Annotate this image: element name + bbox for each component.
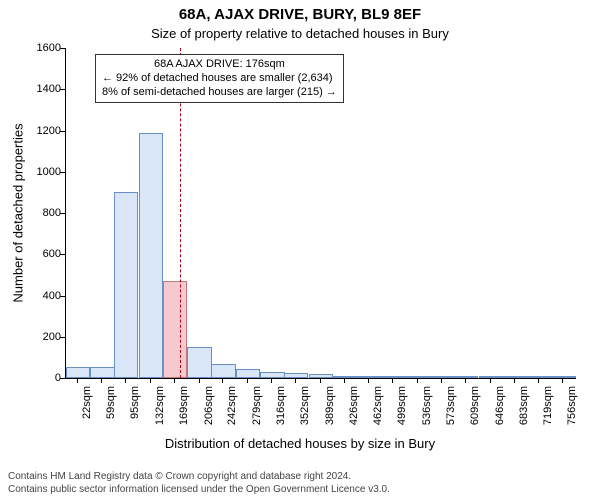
x-tick-label: 132sqm bbox=[154, 386, 166, 425]
x-axis-label: Distribution of detached houses by size … bbox=[0, 436, 600, 451]
x-tick-mark bbox=[199, 378, 200, 383]
x-tick-mark bbox=[222, 378, 223, 383]
x-tick-mark bbox=[490, 378, 491, 383]
y-tick-mark bbox=[60, 296, 65, 297]
x-tick-label: 316sqm bbox=[275, 386, 287, 425]
x-tick-label: 389sqm bbox=[324, 386, 336, 425]
x-tick-mark bbox=[368, 378, 369, 383]
x-tick-label: 426sqm bbox=[348, 386, 360, 425]
x-tick-label: 462sqm bbox=[372, 386, 384, 425]
x-tick-label: 22sqm bbox=[81, 386, 93, 419]
histogram-bar bbox=[66, 367, 90, 378]
y-tick-label: 1400 bbox=[37, 83, 61, 95]
y-tick-label: 1600 bbox=[37, 42, 61, 54]
histogram-bar bbox=[90, 367, 114, 378]
chart-title: 68A, AJAX DRIVE, BURY, BL9 8EF bbox=[0, 6, 600, 23]
footer-attribution: Contains HM Land Registry data © Crown c… bbox=[8, 470, 390, 496]
x-tick-mark bbox=[247, 378, 248, 383]
y-tick-label: 200 bbox=[43, 331, 61, 343]
x-tick-mark bbox=[392, 378, 393, 383]
x-tick-mark bbox=[538, 378, 539, 383]
y-axis-label: Number of detached properties bbox=[11, 123, 26, 302]
x-tick-label: 756sqm bbox=[566, 386, 578, 425]
x-tick-mark bbox=[174, 378, 175, 383]
histogram-bar bbox=[211, 364, 235, 378]
x-tick-mark bbox=[441, 378, 442, 383]
x-tick-label: 206sqm bbox=[203, 386, 215, 425]
x-tick-mark bbox=[150, 378, 151, 383]
y-tick-label: 1200 bbox=[37, 125, 61, 137]
footer-line-1: Contains HM Land Registry data © Crown c… bbox=[8, 470, 390, 483]
annotation-line: ← 92% of detached houses are smaller (2,… bbox=[102, 72, 337, 86]
x-tick-mark bbox=[295, 378, 296, 383]
y-tick-mark bbox=[60, 48, 65, 49]
x-tick-label: 95sqm bbox=[129, 386, 141, 419]
x-tick-mark bbox=[344, 378, 345, 383]
x-tick-label: 242sqm bbox=[226, 386, 238, 425]
y-tick-label: 400 bbox=[43, 290, 61, 302]
y-tick-mark bbox=[60, 172, 65, 173]
footer-line-2: Contains public sector information licen… bbox=[8, 483, 390, 496]
x-tick-mark bbox=[417, 378, 418, 383]
x-tick-label: 279sqm bbox=[251, 386, 263, 425]
x-tick-label: 609sqm bbox=[469, 386, 481, 425]
y-tick-label: 1000 bbox=[37, 166, 61, 178]
histogram-bar bbox=[236, 369, 260, 378]
x-tick-label: 536sqm bbox=[421, 386, 433, 425]
y-tick-mark bbox=[60, 378, 65, 379]
chart-container: { "chart": { "type": "histogram", "title… bbox=[0, 0, 600, 500]
histogram-bar-highlight bbox=[163, 281, 187, 378]
annotation-line: 8% of semi-detached houses are larger (2… bbox=[102, 86, 337, 100]
x-tick-mark bbox=[562, 378, 563, 383]
x-tick-mark bbox=[514, 378, 515, 383]
x-tick-label: 719sqm bbox=[542, 386, 554, 425]
histogram-bar bbox=[139, 133, 163, 378]
x-tick-label: 683sqm bbox=[518, 386, 530, 425]
x-tick-label: 499sqm bbox=[396, 386, 408, 425]
x-tick-mark bbox=[77, 378, 78, 383]
y-tick-mark bbox=[60, 89, 65, 90]
y-tick-mark bbox=[60, 337, 65, 338]
x-tick-mark bbox=[320, 378, 321, 383]
y-tick-label: 800 bbox=[43, 207, 61, 219]
x-tick-label: 59sqm bbox=[105, 386, 117, 419]
x-tick-mark bbox=[271, 378, 272, 383]
x-tick-label: 646sqm bbox=[494, 386, 506, 425]
y-tick-mark bbox=[60, 254, 65, 255]
x-tick-mark bbox=[125, 378, 126, 383]
histogram-bar bbox=[187, 347, 211, 378]
x-tick-mark bbox=[101, 378, 102, 383]
x-tick-mark bbox=[465, 378, 466, 383]
histogram-bar bbox=[114, 192, 138, 378]
chart-subtitle: Size of property relative to detached ho… bbox=[0, 26, 600, 41]
y-tick-mark bbox=[60, 213, 65, 214]
x-tick-label: 352sqm bbox=[299, 386, 311, 425]
y-tick-label: 600 bbox=[43, 248, 61, 260]
y-tick-mark bbox=[60, 131, 65, 132]
annotation-line: 68A AJAX DRIVE: 176sqm bbox=[102, 58, 337, 72]
x-tick-label: 573sqm bbox=[445, 386, 457, 425]
annotation-box: 68A AJAX DRIVE: 176sqm← 92% of detached … bbox=[95, 54, 344, 103]
x-tick-label: 169sqm bbox=[178, 386, 190, 425]
